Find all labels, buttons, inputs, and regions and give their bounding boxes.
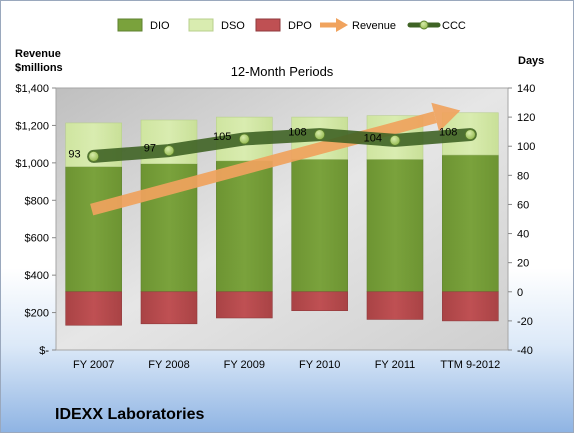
- bar-dpo: [216, 291, 273, 319]
- right-axis-tick-label: -40: [517, 345, 533, 357]
- left-axis-tick-label: $1,200: [15, 120, 49, 132]
- bar-dio: [366, 159, 424, 293]
- right-axis-tick-label: 80: [517, 170, 529, 182]
- legend-label: CCC: [442, 20, 466, 32]
- ccc-marker: [163, 145, 175, 156]
- left-axis-tick-label: $1,000: [15, 158, 49, 170]
- bar-dpo: [140, 291, 198, 325]
- right-axis-tick-label: 40: [517, 229, 529, 241]
- category-label: FY 2010: [299, 359, 340, 371]
- left-axis-tick-label: $600: [25, 233, 49, 245]
- revenue-arrow-head: [431, 102, 461, 132]
- left-axis-title: $millions: [15, 62, 63, 74]
- ccc-marker: [314, 129, 326, 140]
- right-axis-tick-label: 100: [517, 141, 535, 153]
- left-axis-tick-label: $200: [25, 308, 49, 320]
- ccc-data-label: 108: [439, 127, 457, 139]
- legend-label: Revenue: [352, 20, 396, 32]
- legend-swatch-ccc-marker: [419, 20, 429, 30]
- bar-dpo: [366, 291, 424, 320]
- ccc-marker: [88, 151, 100, 162]
- right-axis-title: Days: [518, 55, 544, 67]
- category-label: FY 2008: [148, 359, 189, 371]
- right-axis-tick-label: 120: [517, 112, 535, 124]
- ccc-data-label: 104: [364, 132, 382, 144]
- ccc-data-label: 97: [144, 143, 156, 155]
- legend-swatch-revenue-head: [336, 18, 348, 32]
- ccc-data-label: 105: [213, 131, 231, 143]
- category-label: FY 2007: [73, 359, 114, 371]
- right-axis-tick-label: 140: [517, 83, 535, 95]
- right-axis-tick-label: 20: [517, 258, 529, 270]
- bar-dio: [442, 154, 499, 293]
- ccc-marker: [389, 134, 401, 146]
- ccc-marker: [464, 129, 476, 140]
- bar-dio: [216, 160, 273, 293]
- ccc-marker: [238, 133, 250, 145]
- legend-swatch-dso: [188, 18, 214, 32]
- legend-label: DSO: [221, 20, 245, 32]
- category-label: TTM 9-2012: [440, 359, 500, 371]
- ccc-data-label: 108: [288, 127, 306, 139]
- left-axis-tick-label: $800: [25, 195, 49, 207]
- ccc-data-label: 93: [68, 148, 80, 160]
- company-name: IDEXX Laboratories: [55, 406, 205, 423]
- legend-swatch-dio: [117, 18, 143, 32]
- bar-dpo: [65, 291, 122, 326]
- category-label: FY 2009: [224, 359, 265, 371]
- ccc-line: [87, 128, 477, 163]
- bar-dpo: [442, 291, 499, 322]
- right-axis-tick-label: -20: [517, 316, 533, 328]
- left-axis-tick-label: $400: [25, 270, 49, 282]
- bar-dio: [291, 159, 348, 293]
- chart-subtitle: 12-Month Periods: [231, 64, 334, 79]
- left-axis-tick-label: $-: [39, 345, 49, 357]
- legend-label: DPO: [288, 20, 312, 32]
- right-axis-tick-label: 60: [517, 199, 529, 211]
- legend-label: DIO: [150, 20, 170, 32]
- left-axis-title: Revenue: [15, 48, 61, 60]
- legend-swatch-dpo: [255, 18, 281, 32]
- left-axis-tick-label: $1,400: [15, 83, 49, 95]
- bar-dio: [65, 166, 122, 293]
- bar-dpo: [291, 291, 348, 311]
- category-label: FY 2011: [375, 359, 416, 371]
- right-axis-tick-label: 0: [517, 287, 523, 299]
